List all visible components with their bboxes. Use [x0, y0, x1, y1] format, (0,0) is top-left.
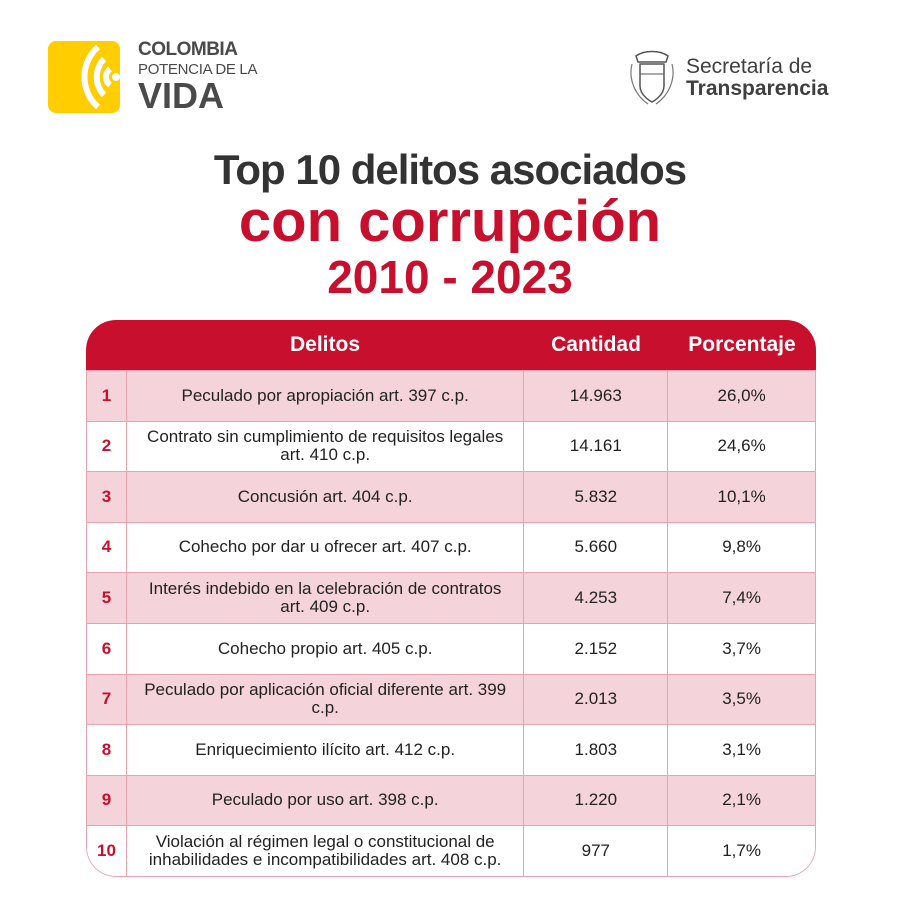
header-rank — [86, 320, 126, 370]
row-delito: Cohecho por dar u ofrecer art. 407 c.p. — [125, 522, 523, 573]
transparencia-label: Transparencia — [686, 77, 829, 100]
colombia-potencia-de-la-vida-logo: COLOMBIA POTENCIA DE LA VIDA — [48, 40, 257, 114]
table-row: 3 Concusión art. 404 c.p. 5.832 10,1% — [87, 471, 815, 522]
title-line-1: Top 10 delitos asociados — [213, 146, 687, 193]
row-cantidad: 2.013 — [523, 674, 667, 725]
row-cantidad: 2.152 — [523, 623, 667, 674]
table-body: 1 Peculado por apropiación art. 397 c.p. 1… — [86, 370, 816, 877]
title-line-2: con corrupción — [238, 189, 662, 254]
row-delito: Peculado por aplicación oficial diferent… — [125, 674, 523, 725]
secretaria-transparencia-logo: Secretaría de Transparencia — [628, 50, 828, 106]
row-porcentaje: 3,5% — [667, 674, 815, 725]
row-cantidad: 977 — [523, 826, 667, 876]
header-delitos: Delitos — [289, 333, 360, 356]
table-row: 8 Enriquecimiento ilícito art. 412 c.p. 1.… — [87, 724, 815, 775]
row-delito: Concusión art. 404 c.p. — [125, 472, 523, 522]
row-porcentaje: 9,8% — [667, 522, 815, 573]
row-delito: Peculado por uso art. 398 c.p. — [125, 775, 523, 826]
row-porcentaje: 10,1% — [667, 472, 815, 522]
logo-line-2: POTENCIA DE LA — [138, 61, 258, 78]
table-header: Delitos Cantidad Porcentaje — [86, 320, 816, 370]
row-rank: 7 — [101, 689, 112, 709]
row-cantidad: 14.161 — [523, 421, 667, 472]
table-row: 4 Cohecho por dar u ofrecer art. 407 c.p.… — [87, 521, 815, 573]
coat-of-arms-icon — [630, 50, 674, 105]
row-delito: Violación al régimen legal o constitucio… — [125, 826, 523, 876]
header-cantidad: Cantidad — [551, 333, 641, 356]
signal-waves-logo-icon — [48, 41, 120, 113]
delitos-table: Delitos Cantidad Porcentaje 1 Peculado po… — [86, 320, 816, 877]
header-porcentaje: Porcentaje — [688, 333, 796, 356]
row-rank: 10 — [97, 840, 116, 860]
row-porcentaje: 24,6% — [667, 421, 815, 472]
row-porcentaje: 1,7% — [667, 826, 815, 876]
row-delito: Interés indebido en la celebración de co… — [125, 573, 523, 623]
row-rank: 6 — [101, 638, 112, 658]
row-porcentaje: 3,7% — [667, 623, 815, 674]
table-row: 7 Peculado por aplicación oficial diferen… — [87, 673, 815, 725]
row-cantidad: 5.660 — [523, 522, 667, 573]
table-row: 1 Peculado por apropiación art. 397 c.p. 1… — [87, 370, 815, 421]
row-cantidad: 4.253 — [523, 573, 667, 623]
row-delito: Enriquecimiento ilícito art. 412 c.p. — [125, 725, 523, 775]
row-rank: 5 — [101, 587, 112, 607]
secretaria-label: Secretaría de — [686, 54, 813, 78]
table-row: 9 Peculado por uso art. 398 c.p. 1.220 2,1% — [87, 774, 815, 826]
row-delito: Contrato sin cumplimiento de requisitos … — [125, 421, 523, 472]
logo-line-1: COLOMBIA — [138, 39, 238, 60]
table-row: 10 Violación al régimen legal o constituc… — [87, 825, 815, 876]
table-row: 2 Contrato sin cumplimiento de requisitos… — [87, 420, 815, 472]
row-rank: 2 — [101, 436, 112, 456]
table-row: 5 Interés indebido en la celebración de c… — [87, 572, 815, 623]
row-cantidad: 14.963 — [523, 371, 667, 421]
logo-line-3: VIDA — [138, 75, 225, 116]
row-rank: 9 — [101, 790, 112, 810]
row-rank: 8 — [101, 739, 112, 759]
row-cantidad: 1.220 — [523, 775, 667, 826]
row-rank: 3 — [101, 486, 112, 506]
row-delito: Peculado por apropiación art. 397 c.p. — [125, 371, 523, 421]
row-porcentaje: 2,1% — [667, 775, 815, 826]
table-row: 6 Cohecho propio art. 405 c.p. 2.152 3,7% — [87, 622, 815, 674]
row-cantidad: 5.832 — [523, 472, 667, 522]
row-rank: 1 — [101, 385, 112, 405]
row-porcentaje: 7,4% — [667, 573, 815, 623]
row-cantidad: 1.803 — [523, 725, 667, 775]
row-porcentaje: 26,0% — [667, 371, 815, 421]
row-rank: 4 — [101, 537, 112, 557]
row-porcentaje: 3,1% — [667, 725, 815, 775]
row-delito: Cohecho propio art. 405 c.p. — [125, 623, 523, 674]
title-years: 2010 - 2023 — [327, 251, 573, 303]
